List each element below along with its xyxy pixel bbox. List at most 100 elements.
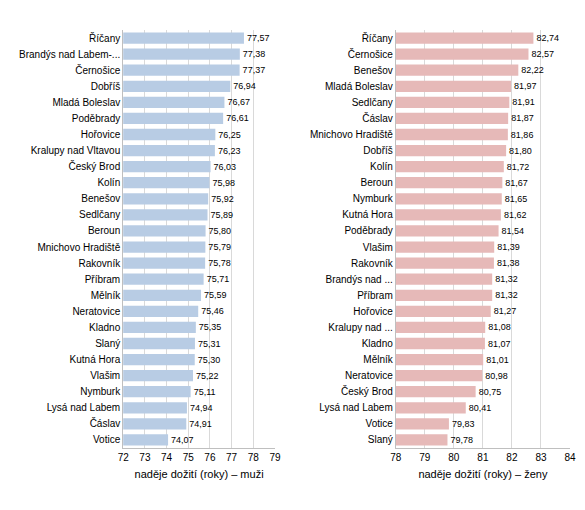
svg-text:81,54: 81,54: [502, 226, 525, 236]
svg-text:81,62: 81,62: [504, 210, 527, 220]
svg-text:Český Brod: Český Brod: [69, 160, 121, 172]
svg-text:82: 82: [506, 452, 518, 463]
svg-text:75,11: 75,11: [194, 387, 216, 397]
svg-text:75,78: 75,78: [208, 258, 231, 268]
svg-text:naděje dožití (roky) – ženy: naděje dožití (roky) – ženy: [418, 468, 548, 480]
svg-text:80,98: 80,98: [485, 371, 508, 381]
svg-text:Neratovice: Neratovice: [345, 370, 393, 381]
svg-text:Dobříš: Dobříš: [91, 81, 120, 92]
svg-text:Kralupy nad ...: Kralupy nad ...: [328, 322, 392, 333]
svg-text:Říčany: Říčany: [362, 32, 393, 44]
svg-text:79: 79: [419, 452, 431, 463]
svg-text:Čáslav: Čáslav: [362, 112, 393, 124]
svg-text:Nymburk: Nymburk: [80, 386, 121, 397]
svg-text:Říčany: Říčany: [89, 32, 120, 44]
svg-text:Kolín: Kolín: [97, 177, 120, 188]
svg-text:81,27: 81,27: [494, 306, 517, 316]
svg-text:75,59: 75,59: [204, 290, 227, 300]
svg-text:Čáslav: Čáslav: [90, 417, 121, 429]
svg-text:75,22: 75,22: [196, 371, 219, 381]
svg-text:77: 77: [226, 452, 238, 463]
svg-text:Mělník: Mělník: [363, 354, 393, 365]
svg-text:74,94: 74,94: [190, 403, 213, 413]
svg-text:Sedlčany: Sedlčany: [79, 209, 120, 220]
svg-text:Neratovice: Neratovice: [72, 306, 120, 317]
svg-text:Sedlčany: Sedlčany: [352, 97, 393, 108]
svg-text:Hořovice: Hořovice: [81, 129, 121, 140]
svg-text:Příbram: Příbram: [85, 274, 121, 285]
svg-text:Vlašim: Vlašim: [363, 242, 393, 253]
svg-text:81,39: 81,39: [497, 242, 520, 252]
svg-text:80,41: 80,41: [469, 403, 492, 413]
svg-text:Lysá nad Labem: Lysá nad Labem: [319, 402, 393, 413]
svg-text:Beroun: Beroun: [88, 225, 120, 236]
svg-text:Rakovník: Rakovník: [351, 258, 394, 269]
svg-text:Slaný: Slaný: [368, 434, 393, 445]
svg-text:Benešov: Benešov: [354, 65, 393, 76]
svg-text:75,89: 75,89: [211, 210, 234, 220]
svg-text:Votice: Votice: [366, 418, 394, 429]
svg-text:Kutná Hora: Kutná Hora: [70, 354, 121, 365]
svg-text:76,61: 76,61: [226, 113, 249, 123]
svg-text:82,22: 82,22: [521, 65, 544, 75]
svg-text:80,75: 80,75: [479, 387, 502, 397]
svg-text:75,31: 75,31: [198, 339, 221, 349]
svg-text:Poděbrady: Poděbrady: [344, 225, 392, 236]
svg-text:81,65: 81,65: [505, 194, 528, 204]
svg-text:Mnichovo Hradiště: Mnichovo Hradiště: [310, 129, 393, 140]
svg-text:Benešov: Benešov: [81, 193, 120, 204]
svg-text:75,92: 75,92: [211, 194, 234, 204]
svg-text:79: 79: [269, 452, 281, 463]
svg-text:Kolín: Kolín: [370, 161, 393, 172]
svg-text:Rakovník: Rakovník: [79, 258, 122, 269]
svg-text:76,67: 76,67: [227, 97, 250, 107]
svg-text:Kutná Hora: Kutná Hora: [342, 209, 393, 220]
svg-text:75,71: 75,71: [207, 274, 230, 284]
svg-text:81,72: 81,72: [507, 162, 530, 172]
svg-text:Hořovice: Hořovice: [353, 306, 393, 317]
svg-text:79,78: 79,78: [450, 435, 473, 445]
svg-text:81,87: 81,87: [511, 113, 534, 123]
svg-text:81,38: 81,38: [497, 258, 520, 268]
svg-text:77,57: 77,57: [247, 33, 270, 43]
svg-text:75,80: 75,80: [209, 226, 232, 236]
svg-text:Lysá nad Labem: Lysá nad Labem: [47, 402, 121, 413]
svg-text:80: 80: [448, 452, 460, 463]
svg-text:74,07: 74,07: [171, 435, 194, 445]
svg-text:72: 72: [118, 452, 130, 463]
svg-text:Vlašim: Vlašim: [90, 370, 120, 381]
svg-text:74,91: 74,91: [189, 419, 212, 429]
svg-text:81,67: 81,67: [505, 178, 528, 188]
svg-text:81,91: 81,91: [512, 97, 535, 107]
svg-text:Kladno: Kladno: [89, 322, 121, 333]
svg-text:81,86: 81,86: [511, 130, 534, 140]
svg-text:Mladá Boleslav: Mladá Boleslav: [52, 97, 120, 108]
svg-text:75,46: 75,46: [201, 306, 224, 316]
svg-text:73: 73: [139, 452, 151, 463]
svg-text:74: 74: [161, 452, 173, 463]
svg-text:81,01: 81,01: [486, 355, 509, 365]
svg-text:81,80: 81,80: [509, 146, 532, 156]
svg-text:78: 78: [248, 452, 260, 463]
svg-text:naděje dožití (roky) – muži: naděje dožití (roky) – muži: [135, 468, 264, 480]
svg-text:77,38: 77,38: [243, 49, 266, 59]
svg-text:75,79: 75,79: [208, 242, 231, 252]
svg-text:Černošice: Černošice: [348, 48, 393, 60]
svg-text:76: 76: [204, 452, 216, 463]
svg-text:75: 75: [183, 452, 195, 463]
svg-text:76,23: 76,23: [218, 146, 241, 156]
svg-text:81,32: 81,32: [495, 274, 518, 284]
svg-text:Mladá Boleslav: Mladá Boleslav: [325, 81, 393, 92]
svg-text:Příbram: Příbram: [357, 290, 393, 301]
svg-text:Český Brod: Český Brod: [341, 385, 393, 397]
svg-text:Kladno: Kladno: [362, 338, 394, 349]
svg-text:75,35: 75,35: [199, 322, 222, 332]
svg-text:76,03: 76,03: [214, 162, 237, 172]
svg-text:Poděbrady: Poděbrady: [72, 113, 120, 124]
svg-text:Beroun: Beroun: [361, 177, 393, 188]
svg-text:Mělník: Mělník: [91, 290, 121, 301]
svg-text:Černošice: Černošice: [75, 64, 120, 76]
svg-text:81,08: 81,08: [488, 322, 511, 332]
svg-text:81,32: 81,32: [495, 290, 518, 300]
svg-text:Dobříš: Dobříš: [363, 145, 392, 156]
